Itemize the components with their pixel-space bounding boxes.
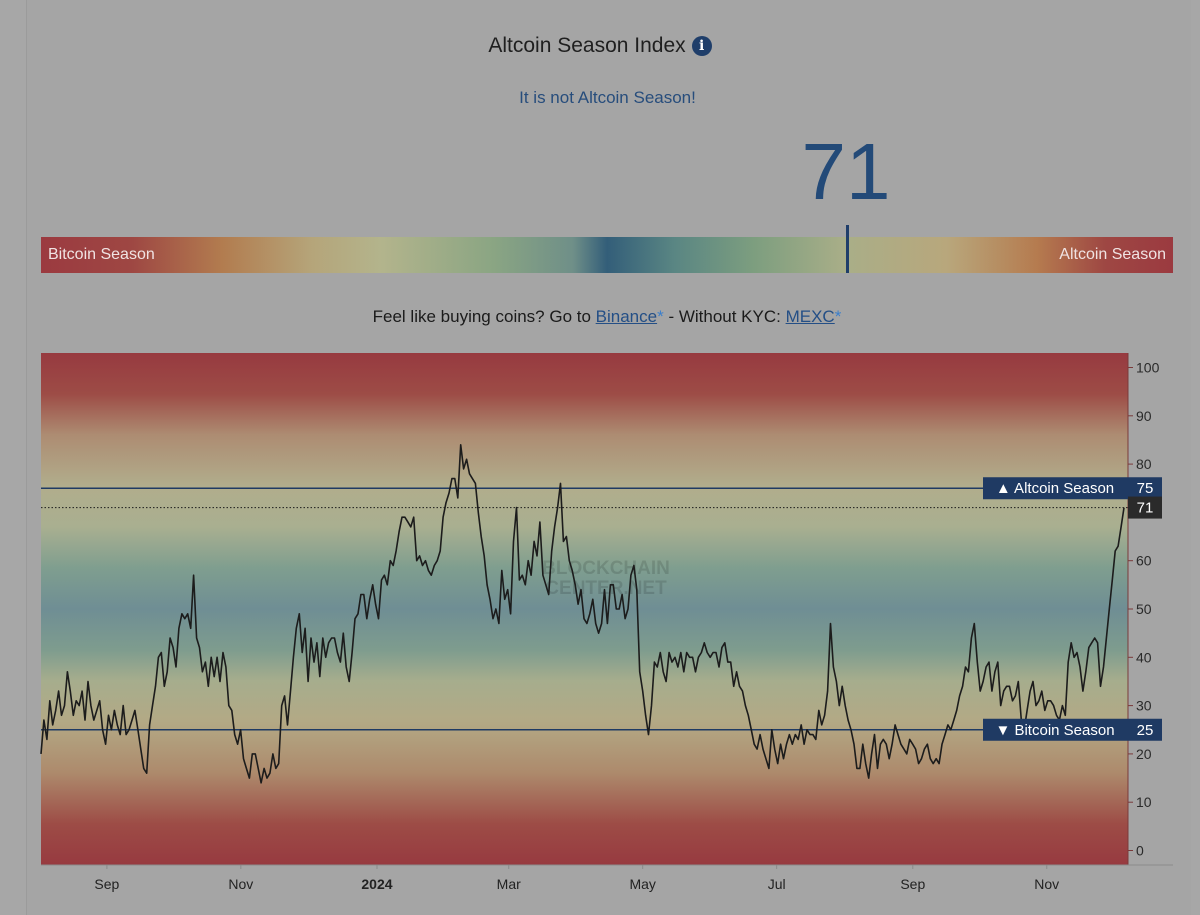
gauge-left-label: Bitcoin Season [48,246,155,263]
x-tick-label-0: Sep [94,876,119,892]
x-tick-label-7: Nov [1034,876,1059,892]
chart-plot-area [41,353,1128,865]
gauge-right-label: Altcoin Season [1059,246,1166,263]
y-axis: 0102030405060708090100 [1128,359,1160,859]
promo-line: Feel like buying coins? Go to Binance* -… [0,307,1200,327]
threshold-label-box-1 [983,718,1128,741]
threshold-value-box-1 [1128,718,1162,741]
mexc-star: * [834,307,842,326]
y-tick-label-60: 60 [1136,553,1152,569]
watermark-line-1: BLOCKCHAIN [542,558,670,579]
binance-link[interactable]: Binance [595,307,658,326]
season-status: It is not Altcoin Season! [519,88,696,107]
x-tick-label-4: May [629,876,655,892]
y-tick-label-30: 30 [1136,698,1152,714]
threshold-labels: ▲ Altcoin Season 75 ▼ Bitcoin Season 25 71 [983,477,1162,741]
threshold-label-box-0 [983,477,1128,500]
y-tick-label-50: 50 [1136,601,1152,617]
y-tick-label-90: 90 [1136,408,1152,424]
mexc-link[interactable]: MEXC [785,307,835,326]
y-tick-label-100: 100 [1136,359,1160,375]
y-tick-label-80: 80 [1136,456,1152,472]
x-tick-label-3: Mar [497,876,521,892]
season-gauge: Bitcoin Season Altcoin Season [41,237,1173,273]
promo-middle: - Without KYC: [663,307,786,326]
page-title-text: Altcoin Season Index [488,34,686,57]
info-icon[interactable]: i [691,36,712,56]
binance-star: * [657,307,664,326]
page-title: Altcoin Season Index i [0,34,1200,58]
threshold-value-text-1: 25 [1137,722,1154,739]
index-series-line [40,444,1125,784]
y-tick-label-10: 10 [1136,794,1152,810]
x-tick-label-2: 2024 [361,876,392,892]
threshold-label-text-1: ▼ Bitcoin Season [995,722,1114,739]
y-tick-label-0: 0 [1136,843,1144,859]
current-value-text: 71 [1137,500,1154,517]
gauge-marker [846,225,849,273]
current-value-box [1128,496,1162,519]
y-tick-label-40: 40 [1136,649,1152,665]
threshold-value-box-0 [1128,477,1162,500]
y-tick-label-20: 20 [1136,746,1152,762]
x-axis: Sep Nov 2024 Mar May Jul Sep Nov [94,865,1059,892]
watermark-line-2: CENTER.NET [545,578,667,599]
x-tick-label-1: Nov [228,876,253,892]
index-value: 71 [801,127,891,216]
promo-prefix: Feel like buying coins? Go to [372,307,596,326]
x-tick-label-5: Jul [768,876,786,892]
x-tick-label-6: Sep [900,876,925,892]
threshold-value-text-0: 75 [1137,480,1154,497]
threshold-label-text-0: ▲ Altcoin Season [996,480,1114,497]
